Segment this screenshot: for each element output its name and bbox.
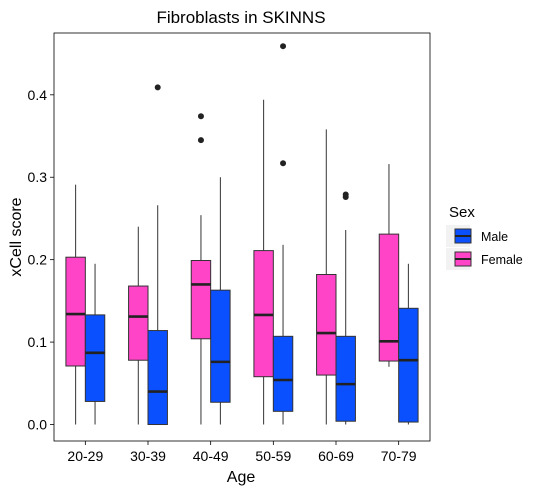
outlier-point bbox=[154, 84, 161, 91]
box-body bbox=[335, 335, 356, 422]
y-tick-label: 0.1 bbox=[28, 334, 48, 350]
outlier-point bbox=[280, 160, 287, 167]
box-female-60-69 bbox=[316, 129, 337, 425]
box-male-20-29 bbox=[84, 263, 106, 425]
box-male-30-39 bbox=[147, 84, 168, 426]
box-body bbox=[210, 289, 231, 403]
x-tick-label: 70-79 bbox=[381, 448, 417, 464]
box-male-40-49 bbox=[210, 177, 231, 425]
box-body bbox=[65, 256, 86, 367]
outlier-point bbox=[197, 137, 204, 144]
y-tick-label: 0.2 bbox=[28, 252, 48, 268]
outlier-point bbox=[280, 43, 287, 50]
x-tick-label: 20-29 bbox=[67, 448, 103, 464]
box-body bbox=[272, 335, 294, 412]
x-axis: 20-29 30-39 40-49 50-59 60-69 70-79 bbox=[67, 441, 417, 464]
y-tick-label: 0.4 bbox=[28, 87, 48, 103]
y-axis-label: xCell score bbox=[8, 197, 25, 276]
x-axis-label: Age bbox=[227, 469, 256, 486]
y-tick-label: 0.3 bbox=[28, 169, 48, 185]
box-male-60-69 bbox=[335, 191, 356, 425]
box-body bbox=[147, 330, 168, 426]
legend-label-male: Male bbox=[481, 230, 508, 244]
outlier-point bbox=[197, 113, 204, 120]
chart-title: Fibroblasts in SKINNS bbox=[156, 8, 325, 27]
plot-panel-border bbox=[53, 32, 431, 442]
legend-title: Sex bbox=[449, 204, 475, 221]
box-female-20-29 bbox=[65, 184, 86, 425]
box-female-30-39 bbox=[128, 226, 149, 425]
y-tick-label: 0.0 bbox=[28, 417, 48, 433]
x-tick-label: 40-49 bbox=[193, 448, 229, 464]
box-body bbox=[128, 285, 149, 361]
legend-label-female: Female bbox=[481, 253, 523, 267]
x-tick-label: 30-39 bbox=[130, 448, 166, 464]
plot-area bbox=[65, 43, 419, 426]
box-body bbox=[316, 274, 337, 376]
x-tick-label: 50-59 bbox=[255, 448, 291, 464]
box-female-70-79 bbox=[378, 164, 400, 367]
box-body bbox=[190, 259, 212, 340]
box-female-50-59 bbox=[253, 99, 274, 425]
box-female-40-49 bbox=[190, 113, 212, 425]
x-tick-label: 60-69 bbox=[318, 448, 354, 464]
outlier-point bbox=[342, 194, 349, 201]
y-axis: 0.0 0.1 0.2 0.3 0.4 bbox=[28, 87, 54, 433]
box-body bbox=[378, 233, 400, 362]
legend: Sex Male Female bbox=[446, 204, 523, 270]
box-male-70-79 bbox=[398, 263, 419, 425]
legend-entries: Male Female bbox=[446, 225, 523, 270]
box-male-50-59 bbox=[272, 43, 294, 425]
box-body bbox=[398, 307, 419, 423]
box-body bbox=[84, 314, 106, 402]
